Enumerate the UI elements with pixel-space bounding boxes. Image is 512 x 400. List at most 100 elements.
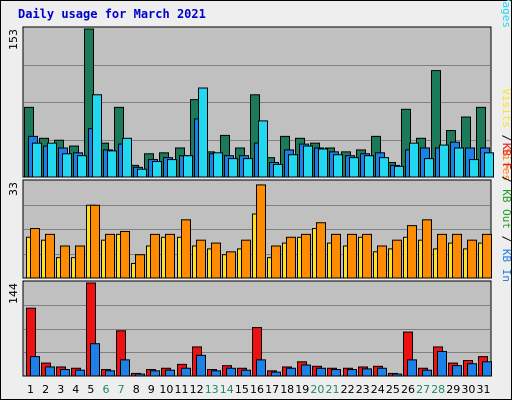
series-pages: [32, 87, 494, 178]
bar: [241, 369, 251, 377]
bar: [226, 251, 236, 279]
bar: [409, 142, 419, 178]
day-label: 2: [42, 383, 49, 396]
bar: [60, 245, 70, 279]
bar: [47, 142, 57, 178]
bar: [196, 354, 206, 377]
bar: [467, 363, 477, 377]
day-label: 19: [295, 383, 309, 396]
bar: [105, 233, 115, 279]
bar: [228, 158, 238, 178]
bar: [167, 159, 177, 178]
bar: [362, 368, 372, 377]
legend-kb-in: KB In: [500, 249, 512, 282]
legend-kb-f: KB F: [500, 143, 512, 170]
bar: [75, 245, 85, 279]
bar: [256, 359, 266, 377]
bar: [60, 369, 70, 377]
bar: [318, 148, 328, 178]
bar: [422, 369, 432, 377]
bar: [316, 367, 326, 377]
bar: [437, 350, 447, 377]
day-label: 8: [133, 383, 140, 396]
day-label: 5: [87, 383, 94, 396]
bar: [467, 239, 477, 279]
day-label: 6: [103, 383, 110, 396]
day-label: 28: [431, 383, 445, 396]
chart-title: Daily usage for March 2021: [18, 7, 206, 21]
bar: [377, 367, 387, 377]
bar: [392, 373, 402, 377]
bar: [92, 94, 102, 178]
bar: [45, 366, 55, 377]
bar: [364, 155, 374, 178]
day-label: 3: [57, 383, 64, 396]
bar: [392, 239, 402, 279]
bar: [452, 365, 462, 377]
series-sites: [30, 184, 492, 279]
day-label: 18: [280, 383, 294, 396]
legend-pages: Pages: [500, 0, 512, 28]
bar: [271, 245, 281, 279]
day-label: 30: [461, 383, 475, 396]
day-label: 11: [175, 383, 189, 396]
bar: [482, 361, 492, 377]
bar: [211, 242, 221, 279]
day-label: 10: [159, 383, 173, 396]
bar: [181, 367, 191, 377]
bar: [258, 120, 268, 178]
bar: [316, 222, 326, 279]
day-label: 17: [265, 383, 279, 396]
bar: [377, 245, 387, 279]
bar: [150, 370, 160, 377]
bar: [226, 367, 236, 377]
bar: [196, 239, 206, 279]
bar: [181, 219, 191, 279]
bar: [90, 343, 100, 377]
bar: [333, 154, 343, 178]
bar: [241, 239, 251, 279]
bar: [407, 225, 417, 279]
bar: [30, 228, 40, 279]
bar: [137, 168, 147, 178]
bar: [90, 204, 100, 279]
day-label: 9: [148, 383, 155, 396]
legend-separator: /: [500, 169, 512, 189]
bar: [301, 233, 311, 279]
day-label: 23: [356, 383, 370, 396]
bar: [30, 356, 40, 377]
bar: [105, 370, 115, 377]
bar: [437, 233, 447, 279]
bar: [394, 165, 404, 178]
day-labels: 1 2 3 4 5 6 7 8 9 10 11 12 13 14 15 16 17 18 19 20 21 22 23 24 2…: [27, 383, 491, 396]
legend: KB F / KB Out / KB In: [500, 143, 512, 282]
bar: [32, 142, 42, 178]
day-label: 20: [310, 383, 324, 396]
legend-separator: /: [500, 229, 512, 249]
bar: [135, 254, 145, 279]
bar: [301, 364, 311, 377]
bar: [484, 152, 494, 178]
bar: [286, 367, 296, 377]
bar: [347, 369, 357, 377]
bar: [165, 369, 175, 377]
panel-mid: 33 Visits / Sites: [7, 88, 512, 279]
bar: [45, 233, 55, 279]
bar: [75, 369, 85, 377]
bar: [331, 233, 341, 279]
bar: [107, 150, 117, 178]
bar: [211, 370, 221, 377]
bar: [77, 155, 87, 178]
legend-sites: Sites: [500, 148, 512, 181]
bar: [362, 233, 372, 279]
day-label: 29: [446, 383, 460, 396]
day-label: 14: [220, 383, 234, 396]
day-label: 7: [118, 383, 125, 396]
bar: [452, 233, 462, 279]
bar: [243, 158, 253, 178]
legend-separator: /: [500, 128, 512, 148]
bar: [165, 233, 175, 279]
bar: [331, 369, 341, 377]
day-label: 31: [477, 383, 491, 396]
